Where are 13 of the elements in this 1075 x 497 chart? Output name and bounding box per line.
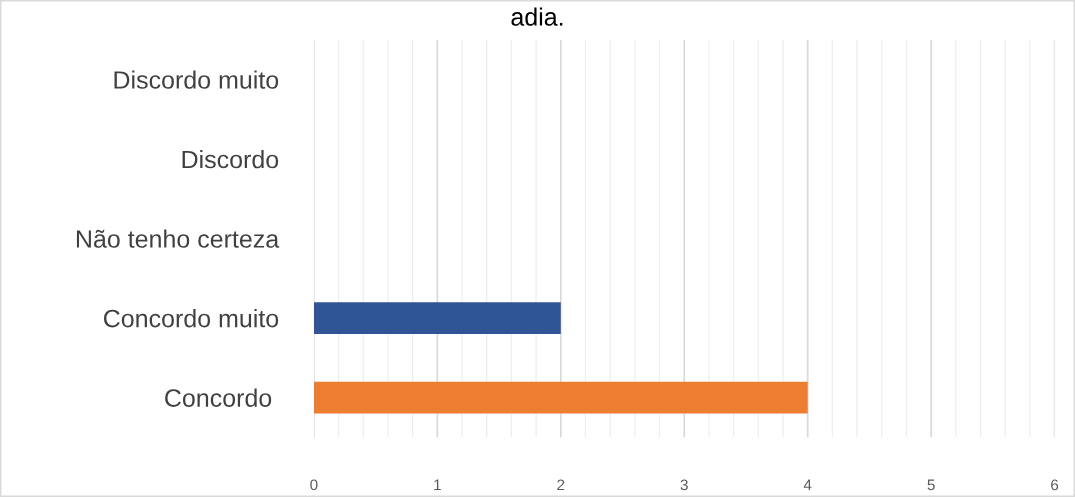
y-tick-label: Não tenho certeza [76, 229, 280, 248]
y-tick-label: Concordo [165, 388, 272, 407]
x-tick-label: 3 [680, 479, 688, 491]
x-tick-label: 6 [1051, 479, 1059, 491]
x-tick-label: 1 [434, 479, 441, 491]
x-tick-label: 4 [803, 479, 812, 491]
y-tick-label: Discordo [182, 149, 279, 169]
x-tick-label: 2 [557, 479, 565, 491]
chart-title: adia. [511, 7, 563, 26]
y-tick-label: Discordo muito [114, 70, 279, 89]
x-tick-label: 0 [310, 479, 318, 491]
y-tick-label: Concordo muito [103, 309, 279, 328]
x-tick-label: 5 [927, 479, 935, 491]
